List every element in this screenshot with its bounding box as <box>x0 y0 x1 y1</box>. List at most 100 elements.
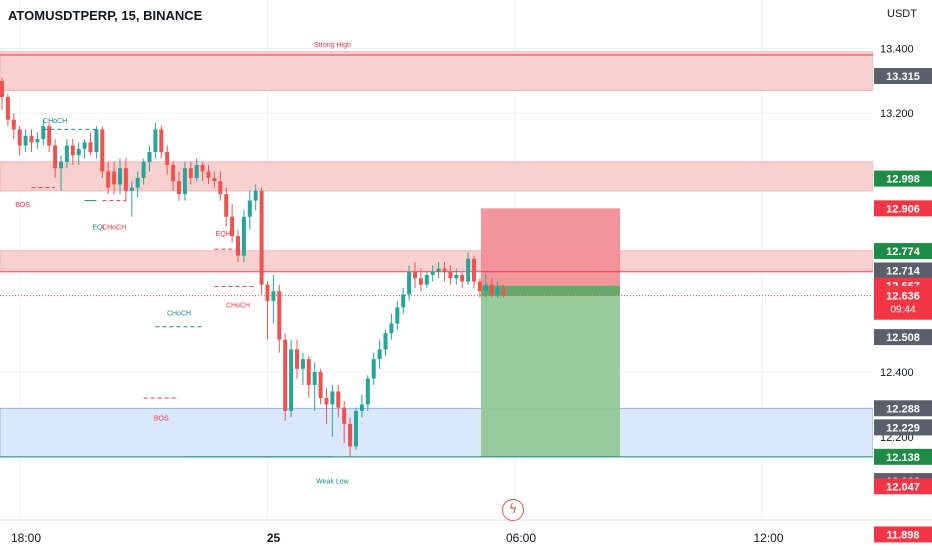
position-stop-zone <box>481 208 620 286</box>
price-label-text: 12.138 <box>886 452 920 464</box>
price-label-text: 12.047 <box>886 481 920 493</box>
candle-body <box>41 126 46 140</box>
price-axis-tick: 13.400 <box>880 44 914 56</box>
candle-body <box>265 284 270 301</box>
candle-body <box>401 294 406 308</box>
price-axis-tick: 12.400 <box>880 367 914 379</box>
candle-body <box>289 349 294 411</box>
candle-body <box>253 190 258 201</box>
price-label-box <box>874 262 932 279</box>
price-label-box <box>874 419 932 436</box>
candle-body <box>472 258 476 282</box>
candle-body <box>359 404 364 411</box>
candle-body <box>495 287 500 295</box>
countdown-text: 09:44 <box>890 305 915 316</box>
candle-body <box>448 271 453 279</box>
candle-body <box>342 407 347 424</box>
candle-body <box>112 171 117 185</box>
annotation-label: BOS <box>154 416 169 423</box>
candle-body <box>11 119 16 130</box>
zone-box <box>0 407 874 458</box>
candle-body <box>35 139 40 143</box>
position-entry-fill <box>481 285 620 296</box>
candle-body <box>413 271 417 279</box>
candle-body <box>454 275 459 279</box>
price-label-text: 12.906 <box>886 203 920 215</box>
price-label-box <box>874 200 932 217</box>
candle-body <box>300 359 305 369</box>
annotation-label: CHoCH <box>43 118 67 125</box>
price-label-text: 12.774 <box>886 246 921 258</box>
price-label-box <box>874 329 932 346</box>
candle-body <box>354 410 358 447</box>
candle-body <box>129 187 134 191</box>
price-label-text: 12.508 <box>886 332 920 344</box>
candle-body <box>365 378 370 405</box>
candle-body <box>147 152 152 162</box>
annotation-label: EQH <box>216 231 231 238</box>
candle-body <box>424 275 429 285</box>
candle-body <box>389 323 394 334</box>
candle-body <box>236 236 240 256</box>
candle-body <box>395 307 400 324</box>
candle-body <box>88 142 93 153</box>
candle-body <box>100 129 105 172</box>
candle-body <box>306 359 311 385</box>
last-price-box <box>874 285 932 320</box>
candle-body <box>29 135 34 143</box>
candle-body <box>501 287 506 295</box>
annotation-label: CHoCH <box>226 302 250 309</box>
price-label-text: 12.229 <box>886 422 920 434</box>
candle-body <box>135 177 140 188</box>
candle-body <box>418 278 423 285</box>
price-label-box <box>874 170 932 187</box>
annotation-label: Strong High <box>314 42 351 49</box>
candle-body <box>177 181 181 195</box>
price-label-box <box>874 68 932 85</box>
candle-body <box>283 339 288 411</box>
candle-body <box>436 268 441 272</box>
zone-box <box>0 161 874 192</box>
candle-body <box>318 372 323 398</box>
candle-body <box>53 145 58 169</box>
candle-body <box>94 129 99 153</box>
candle-body <box>442 268 447 272</box>
candle-body <box>123 168 128 191</box>
time-axis-tick: 18:00 <box>11 531 41 545</box>
candle-body <box>336 391 341 408</box>
price-label-text: 12.288 <box>886 403 920 415</box>
candle-body <box>200 165 205 172</box>
candle-body <box>212 177 217 182</box>
candle-body <box>182 168 187 195</box>
candle-body <box>118 168 122 185</box>
candle-body <box>59 161 63 169</box>
candle-body <box>70 145 75 156</box>
price-label-text: 11.898 <box>886 529 919 541</box>
price-label-box <box>874 243 932 260</box>
price-label-box <box>874 526 932 543</box>
chart-symbol-title: ATOMUSDTPERP, 15, BINANCE <box>8 8 203 23</box>
candle-body <box>483 284 488 292</box>
candle-body <box>23 135 28 146</box>
candle-body <box>165 152 170 165</box>
candle-body <box>82 142 87 149</box>
candle-body <box>0 80 4 98</box>
candle-body <box>489 284 494 295</box>
price-label-box <box>874 448 932 465</box>
time-axis-tick: 12:00 <box>753 531 783 545</box>
price-label-text: 13.315 <box>886 71 920 83</box>
candle-body <box>241 216 246 256</box>
zone-box <box>0 51 874 91</box>
candle-body <box>430 271 435 275</box>
lightning-logo-icon[interactable]: ϟ <box>502 499 524 521</box>
annotation-label: Weak Low <box>316 479 349 486</box>
candle-body <box>330 391 335 405</box>
time-axis-tick: 25 <box>267 531 281 545</box>
candle-body <box>247 200 252 217</box>
candle-body <box>466 258 471 282</box>
annotation-label: CHoCH <box>102 225 126 232</box>
candle-body <box>224 194 229 217</box>
candle-body <box>277 291 282 340</box>
position-target-zone <box>481 285 620 457</box>
